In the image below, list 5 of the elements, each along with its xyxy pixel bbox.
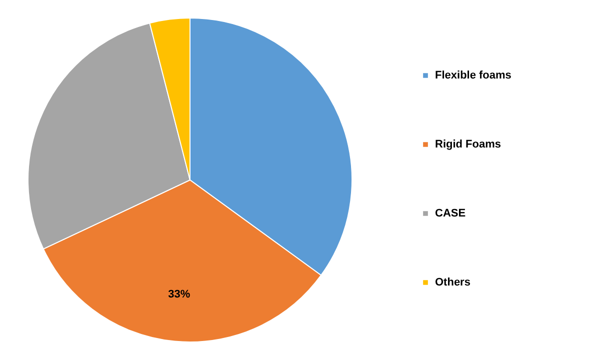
legend-label: Flexible foams (435, 70, 512, 82)
legend-label: CASE (435, 208, 466, 220)
legend-label: Rigid Foams (435, 138, 502, 150)
legend-label: Others (435, 276, 470, 288)
data-label: 33% (168, 288, 190, 300)
